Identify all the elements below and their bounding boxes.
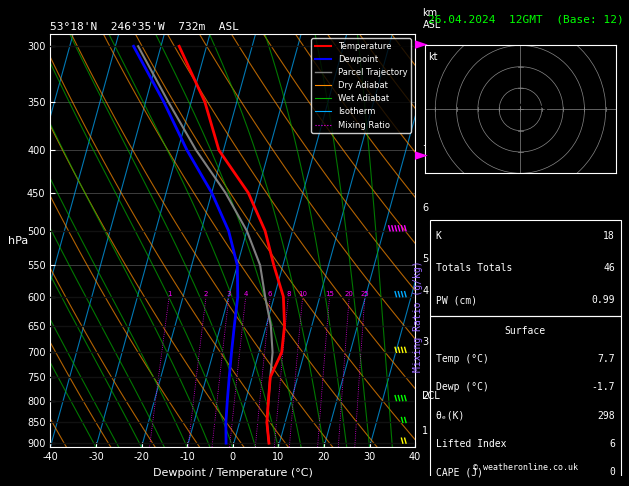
Text: kt: kt	[428, 52, 438, 62]
Text: 1: 1	[423, 426, 428, 436]
Text: Surface: Surface	[504, 326, 546, 335]
Text: Totals Totals: Totals Totals	[435, 263, 512, 274]
Text: 7.7: 7.7	[598, 354, 615, 364]
Text: Dewp (°C): Dewp (°C)	[435, 382, 488, 392]
Legend: Temperature, Dewpoint, Parcel Trajectory, Dry Adiabat, Wet Adiabat, Isotherm, Mi: Temperature, Dewpoint, Parcel Trajectory…	[311, 38, 411, 133]
Text: 1: 1	[167, 291, 171, 296]
Text: 5: 5	[423, 254, 429, 263]
X-axis label: Dewpoint / Temperature (°C): Dewpoint / Temperature (°C)	[153, 468, 313, 478]
Text: ►: ►	[415, 35, 428, 53]
Text: PW (cm): PW (cm)	[435, 295, 477, 305]
Text: 0: 0	[609, 467, 615, 477]
Text: CAPE (J): CAPE (J)	[435, 467, 482, 477]
Text: K: K	[435, 231, 442, 242]
Text: LCL: LCL	[423, 391, 440, 401]
Text: 46: 46	[603, 263, 615, 274]
Text: 10: 10	[298, 291, 307, 296]
Text: hPa: hPa	[8, 236, 28, 245]
Text: 2: 2	[204, 291, 208, 296]
Text: 0.99: 0.99	[591, 295, 615, 305]
Text: 2: 2	[423, 391, 429, 401]
Text: -1.7: -1.7	[591, 382, 615, 392]
Text: Mixing Ratio (g/kg): Mixing Ratio (g/kg)	[413, 260, 423, 372]
Text: 298: 298	[598, 411, 615, 420]
Text: 4: 4	[423, 286, 428, 295]
Text: ►: ►	[415, 146, 428, 165]
Text: 25: 25	[360, 291, 369, 296]
Text: 3: 3	[226, 291, 231, 296]
Text: Temp (°C): Temp (°C)	[435, 354, 488, 364]
Text: 6: 6	[423, 204, 428, 213]
Text: 26.04.2024  12GMT  (Base: 12): 26.04.2024 12GMT (Base: 12)	[428, 15, 623, 25]
Text: km
ASL: km ASL	[423, 8, 441, 30]
Text: θₑ(K): θₑ(K)	[435, 411, 465, 420]
Text: © weatheronline.co.uk: © weatheronline.co.uk	[473, 463, 577, 472]
Text: 7: 7	[423, 145, 429, 155]
Text: Lifted Index: Lifted Index	[435, 439, 506, 449]
Text: 15: 15	[325, 291, 334, 296]
Text: 18: 18	[603, 231, 615, 242]
Text: 6: 6	[609, 439, 615, 449]
Text: 6: 6	[268, 291, 272, 296]
Text: 3: 3	[423, 337, 428, 347]
Text: 4: 4	[243, 291, 248, 296]
Text: 20: 20	[345, 291, 353, 296]
Text: 53°18'N  246°35'W  732m  ASL: 53°18'N 246°35'W 732m ASL	[50, 22, 239, 32]
Text: 8: 8	[286, 291, 291, 296]
